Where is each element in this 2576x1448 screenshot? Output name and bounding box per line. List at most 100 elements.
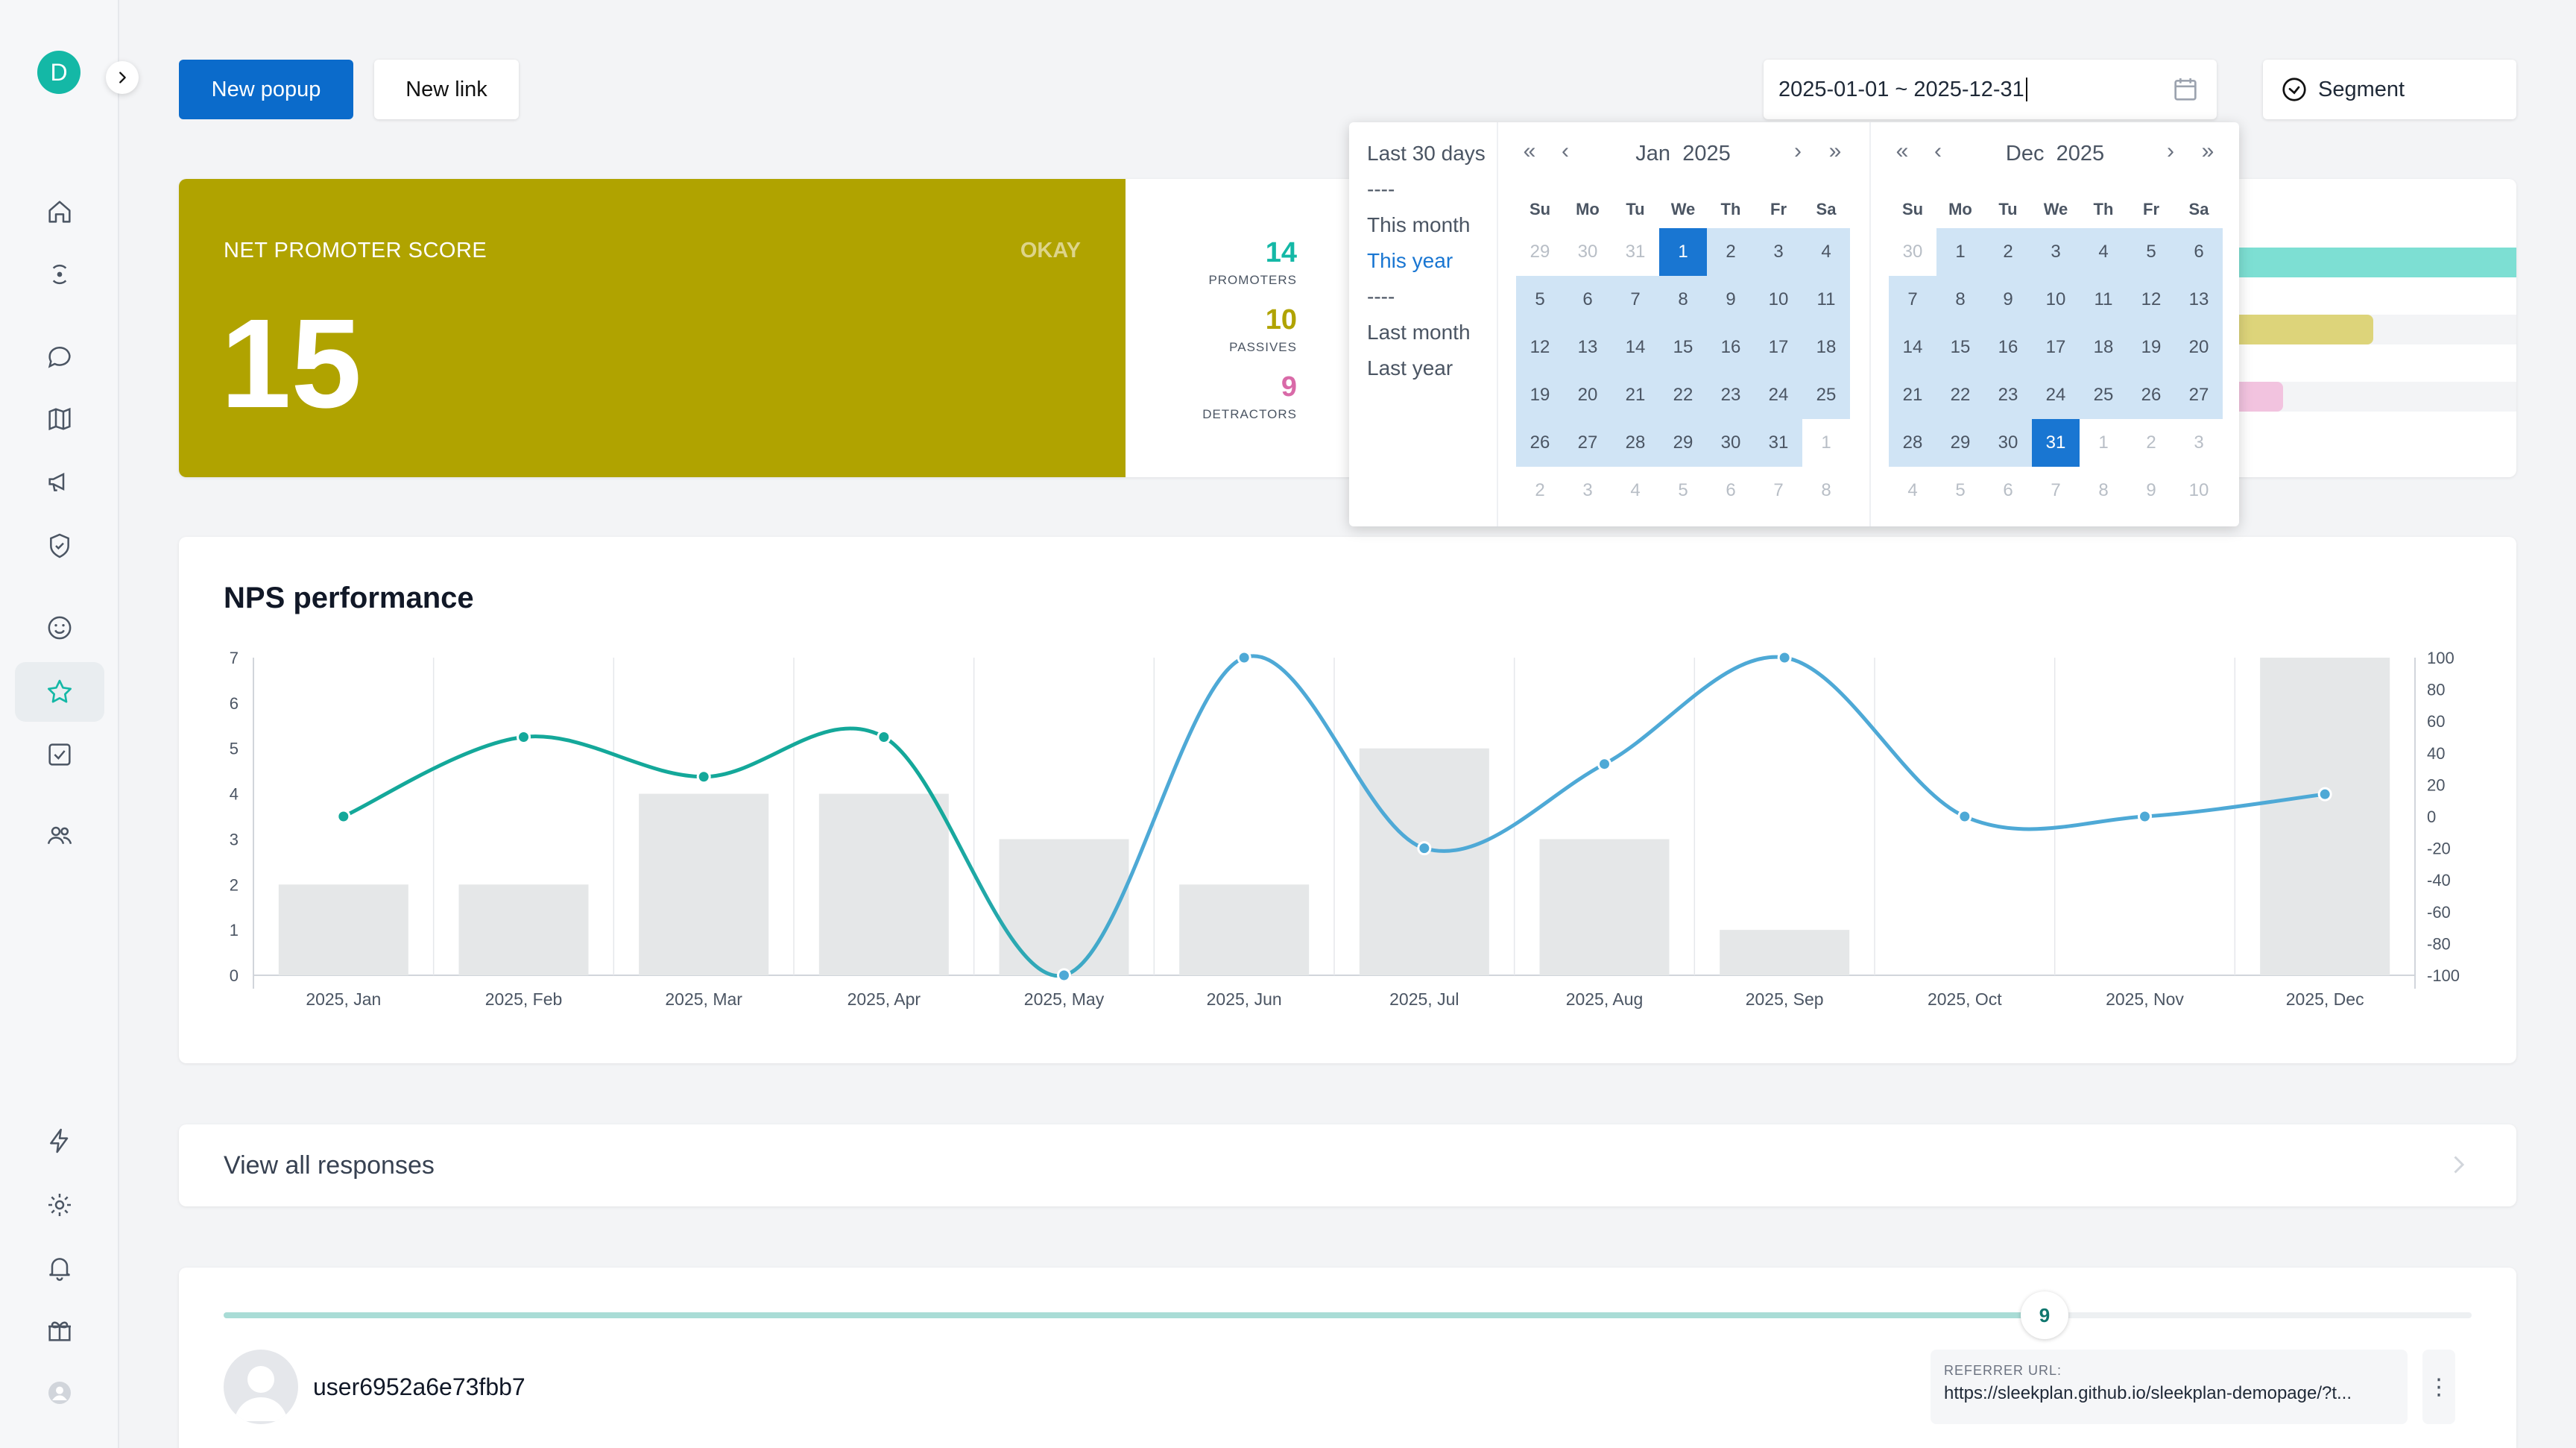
username[interactable]: user6952a6e73fbb7 (313, 1373, 525, 1400)
calendar-day[interactable]: 30 (1902, 242, 1923, 262)
calendar-day[interactable]: 29 (1659, 419, 1707, 467)
calendar-day[interactable]: 30 (1707, 419, 1755, 467)
calendar-day[interactable]: 9 (2146, 480, 2156, 500)
calendar-day[interactable]: 21 (1611, 371, 1659, 419)
calendar-day[interactable]: 26 (1516, 419, 1564, 467)
calendar-day[interactable]: 16 (1984, 324, 2032, 371)
sidebar-item-home[interactable] (43, 195, 76, 228)
calendar-day[interactable]: 5 (2127, 228, 2175, 276)
calendar-day[interactable]: 19 (2127, 324, 2175, 371)
calendar-day[interactable]: 17 (2032, 324, 2080, 371)
preset-last-year[interactable]: Last year (1367, 356, 1453, 380)
calendar-day[interactable]: 29 (1530, 242, 1550, 262)
calendar-day[interactable]: 3 (1582, 480, 1593, 500)
calendar-day[interactable]: 14 (1889, 324, 1936, 371)
calendar-day[interactable]: 11 (2080, 276, 2127, 324)
sidebar-item-checkbox[interactable] (43, 738, 76, 771)
sidebar-item-lightning[interactable] (43, 1124, 76, 1157)
calendar-day[interactable]: 31 (1755, 419, 1802, 467)
response-menu-button[interactable]: ⋮ (2422, 1350, 2455, 1424)
calendar-day[interactable]: 1 (1936, 228, 1984, 276)
calendar-day[interactable]: 7 (1773, 480, 1784, 500)
calendar-day[interactable]: 1 (2098, 432, 2109, 453)
next-month-button[interactable]: › (2167, 139, 2174, 163)
new-popup-button[interactable]: New popup (179, 60, 353, 119)
calendar-day[interactable]: 31 (2032, 419, 2080, 467)
calendar-day[interactable]: 28 (1611, 419, 1659, 467)
sidebar-item-star[interactable] (15, 662, 104, 722)
preset-last-30-days[interactable]: Last 30 days (1367, 142, 1486, 165)
calendar-day[interactable]: 10 (1755, 276, 1802, 324)
calendar-day[interactable]: 25 (2080, 371, 2127, 419)
next-year-button[interactable]: » (2201, 139, 2214, 163)
sidebar-item-smiley[interactable] (43, 611, 76, 644)
calendar-day[interactable]: 8 (1821, 480, 1831, 500)
calendar-day[interactable]: 3 (2032, 228, 2080, 276)
calendar-day[interactable]: 1 (1821, 432, 1831, 453)
calendar-day[interactable]: 6 (2003, 480, 2013, 500)
referrer-url[interactable]: https://sleekplan.github.io/sleekplan-de… (1944, 1383, 2352, 1403)
calendar-day[interactable]: 7 (1889, 276, 1936, 324)
calendar-day[interactable]: 6 (2175, 228, 2223, 276)
sidebar-item-map[interactable] (43, 403, 76, 435)
sidebar-item-megaphone[interactable] (43, 465, 76, 498)
calendar-day[interactable]: 16 (1707, 324, 1755, 371)
prev-year-button[interactable]: « (1523, 139, 1536, 163)
calendar-day[interactable]: 7 (1611, 276, 1659, 324)
calendar-day[interactable]: 8 (1659, 276, 1707, 324)
date-range-input[interactable]: 2025-01-01 ~ 2025-12-31 (1764, 60, 2217, 119)
calendar-day[interactable]: 18 (2080, 324, 2127, 371)
calendar-day[interactable]: 11 (1802, 276, 1850, 324)
prev-month-button[interactable]: ‹ (1562, 139, 1569, 163)
calendar-day[interactable]: 9 (1984, 276, 2032, 324)
calendar-day[interactable]: 20 (2175, 324, 2223, 371)
calendar-day[interactable]: 4 (1630, 480, 1641, 500)
calendar-day[interactable]: 2 (1535, 480, 1545, 500)
calendar-day[interactable]: 13 (1564, 324, 1611, 371)
prev-month-button[interactable]: ‹ (1934, 139, 1942, 163)
calendar-day[interactable]: 18 (1802, 324, 1850, 371)
calendar-day[interactable]: 10 (2032, 276, 2080, 324)
sidebar-item-chat[interactable] (43, 340, 76, 373)
calendar-day[interactable]: 6 (1564, 276, 1611, 324)
calendar-day[interactable]: 29 (1936, 419, 1984, 467)
sidebar-item-user-circle[interactable] (43, 1376, 76, 1409)
calendar-day[interactable]: 31 (1625, 242, 1646, 262)
calendar-day[interactable]: 5 (1955, 480, 1966, 500)
calendar-day[interactable]: 23 (1984, 371, 2032, 419)
calendar-day[interactable]: 7 (2051, 480, 2061, 500)
calendar-day[interactable]: 4 (1907, 480, 1918, 500)
calendar-day[interactable]: 2 (1707, 228, 1755, 276)
calendar-day[interactable]: 26 (2127, 371, 2175, 419)
calendar-day[interactable]: 13 (2175, 276, 2223, 324)
sidebar-item-users[interactable] (43, 819, 76, 852)
calendar-day[interactable]: 5 (1678, 480, 1688, 500)
calendar-day[interactable]: 28 (1889, 419, 1936, 467)
calendar-day[interactable]: 17 (1755, 324, 1802, 371)
calendar-day[interactable]: 24 (2032, 371, 2080, 419)
calendar-day[interactable]: 24 (1755, 371, 1802, 419)
prev-year-button[interactable]: « (1895, 139, 1909, 163)
new-link-button[interactable]: New link (374, 60, 519, 119)
calendar-day[interactable]: 8 (2098, 480, 2109, 500)
sidebar-item-bell[interactable] (43, 1251, 76, 1284)
calendar-day[interactable]: 4 (1802, 228, 1850, 276)
calendar-day[interactable]: 12 (1516, 324, 1564, 371)
sidebar-item-radar[interactable] (43, 258, 76, 291)
preset-last-month[interactable]: Last month (1367, 321, 1471, 344)
calendar-day[interactable]: 27 (1564, 419, 1611, 467)
calendar-day[interactable]: 1 (1659, 228, 1707, 276)
next-year-button[interactable]: » (1828, 139, 1842, 163)
calendar-day[interactable]: 21 (1889, 371, 1936, 419)
calendar-day[interactable]: 8 (1936, 276, 1984, 324)
calendar-day[interactable]: 2 (2146, 432, 2156, 453)
calendar-day[interactable]: 10 (2188, 480, 2209, 500)
sidebar-toggle-button[interactable] (106, 61, 139, 94)
calendar-day[interactable]: 30 (1984, 419, 2032, 467)
sidebar-item-shield[interactable] (43, 529, 76, 562)
calendar-day[interactable]: 23 (1707, 371, 1755, 419)
calendar-day[interactable]: 5 (1516, 276, 1564, 324)
preset-this-year[interactable]: This year (1367, 249, 1453, 272)
calendar-day[interactable]: 22 (1936, 371, 1984, 419)
calendar-day[interactable]: 12 (2127, 276, 2175, 324)
